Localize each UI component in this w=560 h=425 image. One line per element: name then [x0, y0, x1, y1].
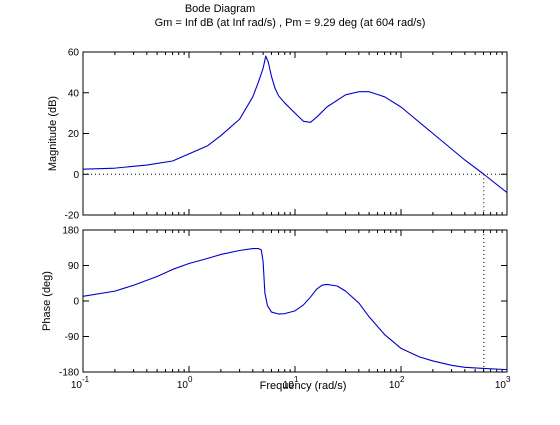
magnitude-y-tick-label: 40	[68, 88, 80, 99]
magnitude-y-tick-label: 20	[68, 129, 80, 140]
phase-y-tick-label: -90	[65, 332, 80, 343]
x-tick-exponent: 2	[400, 375, 405, 384]
x-tick-label: 10	[389, 380, 401, 391]
magnitude-ylabel: Magnitude (dB)	[47, 96, 59, 171]
x-tick-exponent: -1	[82, 375, 90, 384]
phase-axes-box	[83, 230, 507, 372]
phase-ylabel: Phase (deg)	[41, 271, 53, 331]
chart-subtitle: Gm = Inf dB (at Inf rad/s) , Pm = 9.29 d…	[155, 17, 426, 29]
x-tick-label: 10	[177, 380, 189, 391]
phase-y-tick-label: 0	[73, 297, 79, 308]
x-axis-label: Frequency (rad/s)	[260, 380, 347, 392]
chart-title: Bode Diagram	[185, 3, 255, 15]
magnitude-y-tick-label: 0	[73, 170, 79, 181]
x-tick-label: 10	[495, 380, 507, 391]
magnitude-plot: -20 0 20 40 60	[65, 48, 507, 222]
x-tick-label: 10	[71, 380, 83, 391]
magnitude-y-tick-label: -20	[65, 211, 80, 222]
phase-y-tick-label: 90	[68, 261, 80, 272]
x-tick-exponent: 0	[188, 375, 193, 384]
magnitude-y-tick-label: 60	[68, 48, 80, 59]
x-tick-exponent: 3	[506, 375, 511, 384]
phase-y-tick-label: -180	[59, 368, 79, 379]
phase-y-tick-label: 180	[62, 226, 79, 237]
magnitude-axes-box	[83, 52, 507, 215]
